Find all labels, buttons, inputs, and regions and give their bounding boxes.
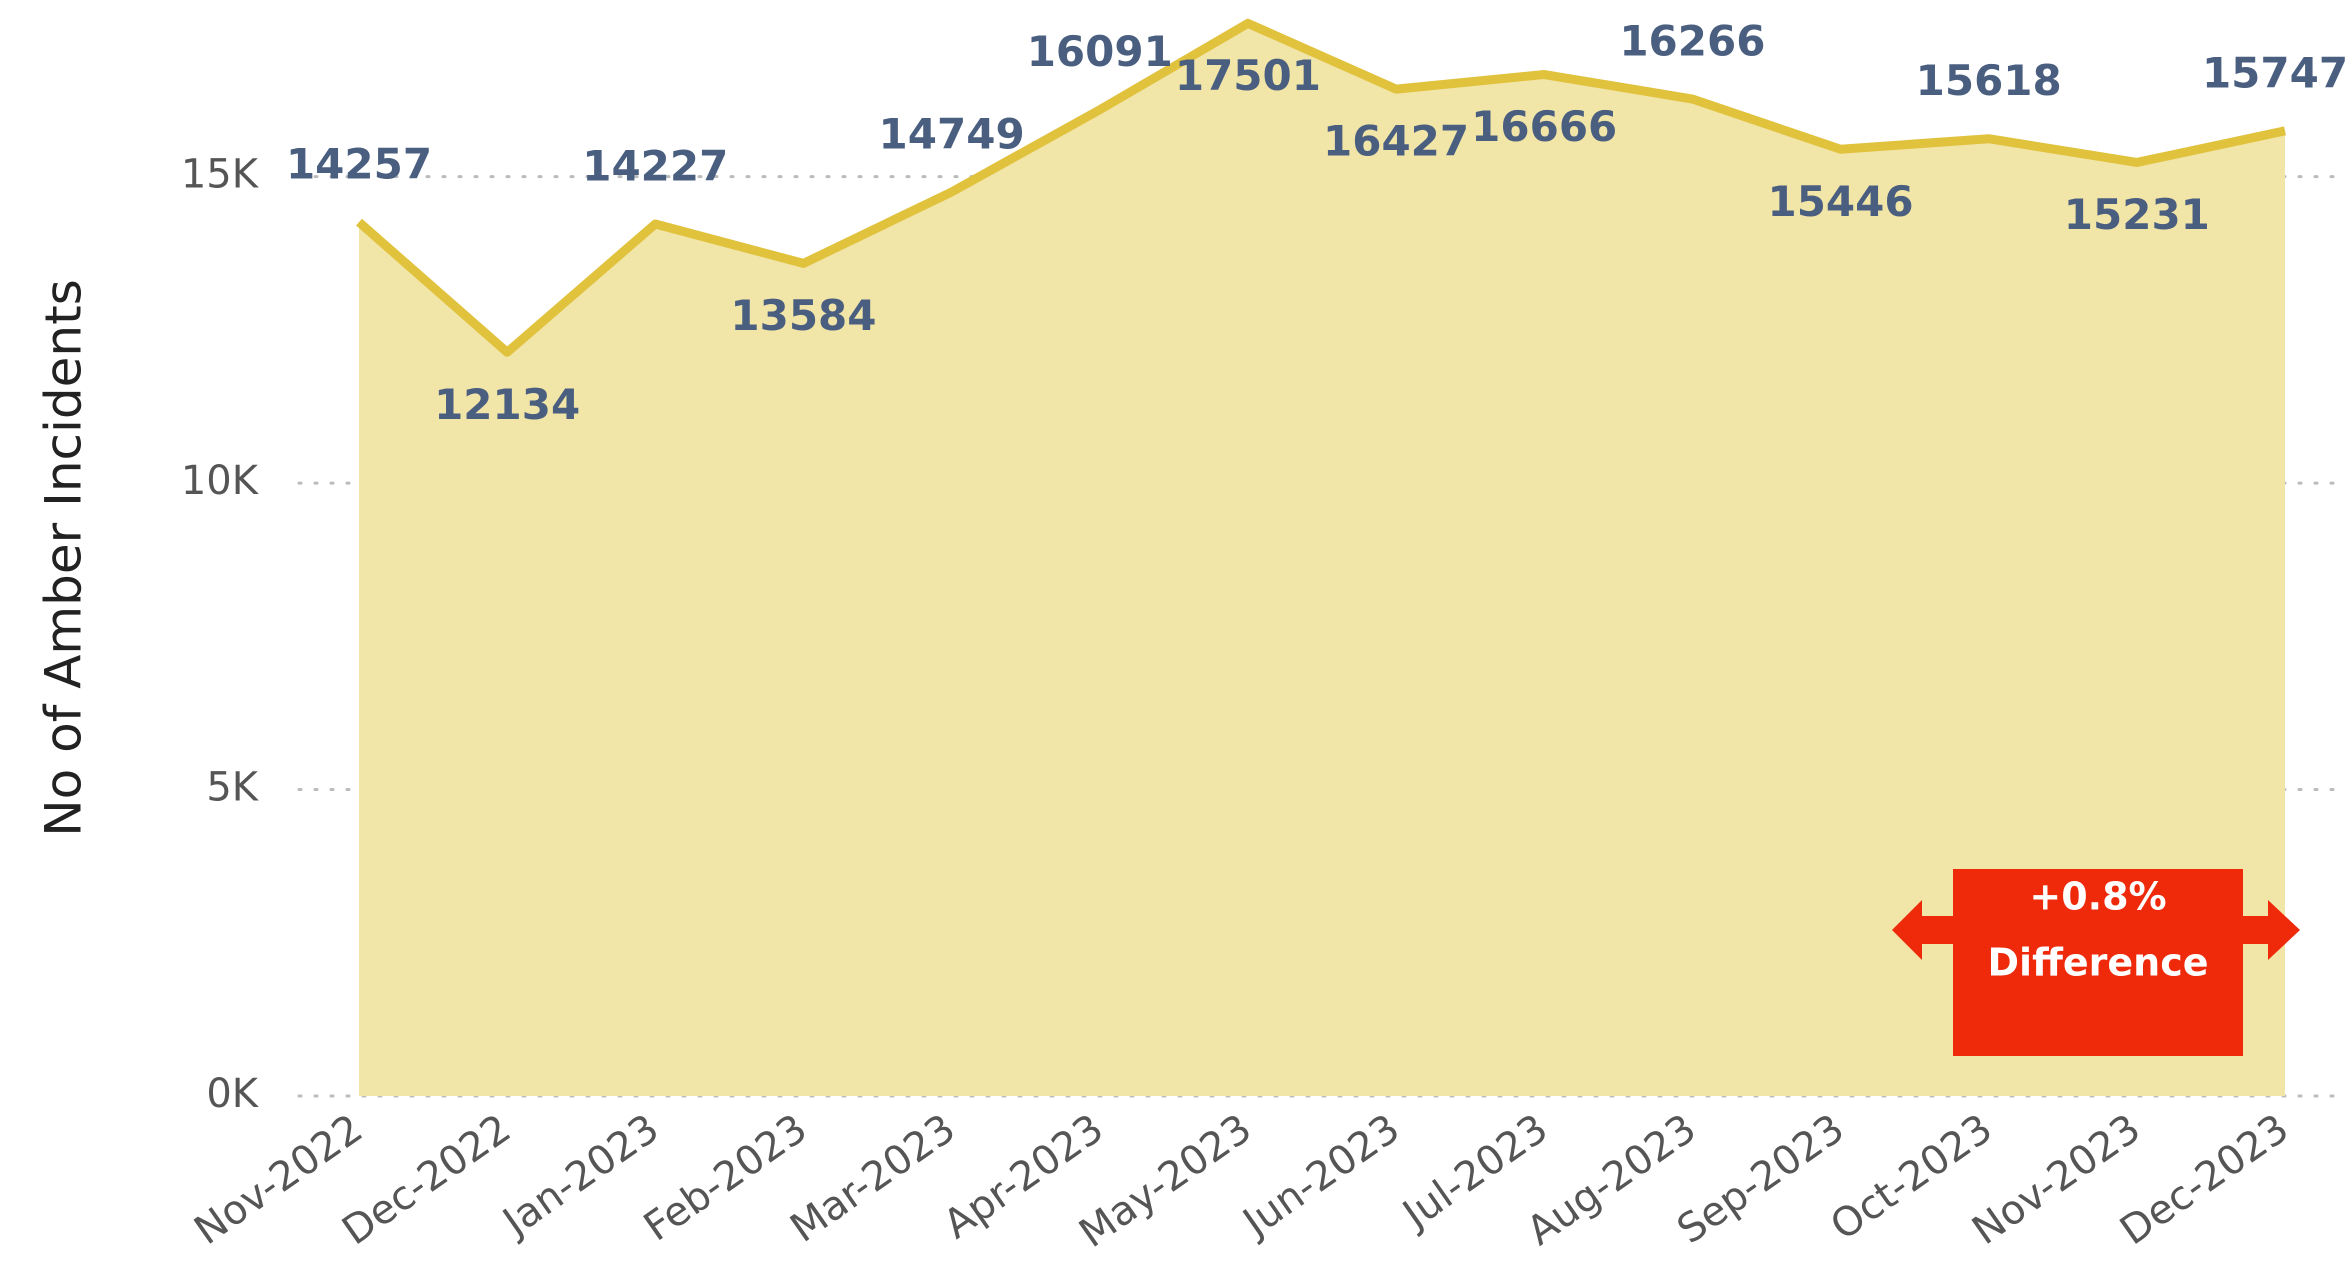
x-tick-label: Nov-2023 <box>1964 1106 2149 1255</box>
y-tick-label: 10K <box>181 458 260 504</box>
data-label: 15747 <box>2202 48 2345 97</box>
y-tick-label: 0K <box>206 1071 259 1117</box>
x-tick-label: Mar-2023 <box>782 1106 963 1252</box>
x-tick-label: Aug-2023 <box>1519 1106 1705 1255</box>
annotation-text: Difference <box>1988 941 2209 985</box>
data-label: 14749 <box>879 110 1025 159</box>
line <box>356 18 2286 357</box>
x-tick-label: Dec-2023 <box>2112 1106 2297 1255</box>
data-label: 15446 <box>1767 177 1913 226</box>
data-label: 17501 <box>1175 51 1321 100</box>
data-label: 12134 <box>434 380 580 429</box>
data-label: 16666 <box>1471 102 1617 151</box>
data-label: 16427 <box>1323 117 1469 166</box>
data-label: 14227 <box>582 141 728 190</box>
y-tick-label: 5K <box>206 765 259 811</box>
data-label: 15231 <box>2064 190 2210 239</box>
data-label: 14257 <box>286 140 432 189</box>
data-label: 16091 <box>1027 27 1173 76</box>
data-label: 16266 <box>1619 17 1765 66</box>
x-tick-label: Jan-2023 <box>493 1106 668 1247</box>
area-fill <box>359 23 2285 1097</box>
y-tick-label: 15K <box>181 152 260 198</box>
x-tick-label: Nov-2022 <box>186 1106 371 1255</box>
y-axis-label: No of Amber Incidents <box>35 279 93 837</box>
x-tick-label: Dec-2022 <box>334 1106 519 1255</box>
x-tick-label: Feb-2023 <box>636 1106 816 1251</box>
x-tick-label: Jun-2023 <box>1233 1106 1408 1248</box>
annotation-text: +0.8% <box>2029 875 2166 919</box>
data-label: 15618 <box>1916 56 2062 105</box>
data-label: 13584 <box>730 291 876 340</box>
annotation-box <box>1953 869 2243 1056</box>
x-tick-label: Sep-2023 <box>1669 1106 1852 1254</box>
